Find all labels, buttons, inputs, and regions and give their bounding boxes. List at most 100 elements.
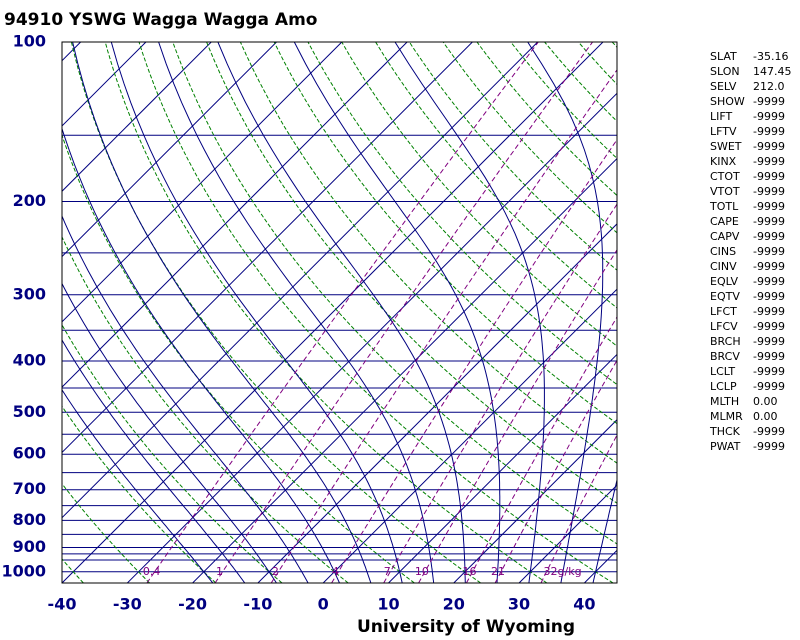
param-value: -9999 <box>753 230 785 243</box>
mixing-ratio-line <box>418 248 617 583</box>
moist-adiabat <box>217 42 466 583</box>
x-tick-label: 10 <box>377 595 399 614</box>
param-name: KINX <box>710 155 737 168</box>
mixing-ratio-label: 7 <box>384 565 391 578</box>
isotherm <box>62 42 604 583</box>
y-tick-label: 1000 <box>1 561 46 580</box>
y-tick-label: 600 <box>13 444 46 463</box>
isotherm <box>62 42 408 388</box>
y-tick-label: 100 <box>13 32 46 51</box>
moist-adiabat <box>62 339 246 583</box>
param-value: -9999 <box>753 140 785 153</box>
dry-adiabat <box>62 133 415 583</box>
param-value: -35.16 <box>753 50 788 63</box>
isotherm <box>388 353 617 583</box>
param-name: MLTH <box>710 395 739 408</box>
mixing-ratio-line <box>146 42 539 583</box>
param-value: -9999 <box>753 440 785 453</box>
dry-adiabat <box>273 42 617 425</box>
moist-adiabat <box>527 42 604 583</box>
param-value: -9999 <box>753 260 785 273</box>
param-value: -9999 <box>753 320 785 333</box>
x-tick-label: -30 <box>113 595 142 614</box>
mixing-ratio-label: 0.4 <box>143 565 161 578</box>
x-tick-label: 0 <box>318 595 329 614</box>
mixing-ratio-label: 10 <box>415 565 429 578</box>
isotherm <box>62 42 539 519</box>
param-name: LFCT <box>710 305 737 318</box>
param-value: -9999 <box>753 200 785 213</box>
param-value: 212.0 <box>753 80 785 93</box>
dry-adiabat <box>375 42 617 309</box>
moist-adiabat <box>592 477 617 583</box>
dry-adiabat <box>104 42 548 583</box>
param-name: SHOW <box>710 95 745 108</box>
param-value: -9999 <box>753 95 785 108</box>
dry-adiabat <box>62 482 150 583</box>
param-value: -9999 <box>753 110 785 123</box>
y-tick-label: 400 <box>13 350 46 369</box>
param-name: SLON <box>710 65 740 78</box>
param-name: VTOT <box>710 185 740 198</box>
isotherm <box>322 288 617 583</box>
param-value: -9999 <box>753 380 785 393</box>
param-name: THCK <box>709 425 741 438</box>
param-value: -9999 <box>753 125 785 138</box>
mixing-ratio-label: 16 <box>462 565 476 578</box>
param-value: -9999 <box>753 185 785 198</box>
y-tick-label: 900 <box>13 537 46 556</box>
x-tick-label: -40 <box>48 595 77 614</box>
moist-adiabat <box>158 42 435 583</box>
moist-adiabat <box>394 42 545 583</box>
param-name: CINS <box>710 245 736 258</box>
param-name: MLMR <box>710 410 743 423</box>
param-name: LFCV <box>710 320 738 333</box>
x-tick-label: 30 <box>508 595 530 614</box>
plot-area: 0.4 1 2 4 7 10 16 21 32g/kg <box>62 42 617 583</box>
mixing-ratio-label: 32g/kg <box>544 565 582 578</box>
isotherm <box>192 157 617 583</box>
param-value: -9999 <box>753 155 785 168</box>
mixing-ratio-line <box>331 138 617 583</box>
param-name: LIFT <box>710 110 733 123</box>
chart-title: 94910 YSWG Wagga Wagga Amo <box>4 10 317 30</box>
param-name: LCLP <box>710 380 737 393</box>
param-value: -9999 <box>753 245 785 258</box>
dry-adiabat <box>172 42 617 545</box>
param-name: SWET <box>710 140 742 153</box>
param-value: 147.45 <box>753 65 792 78</box>
dry-adiabat <box>408 42 617 271</box>
y-tick-label: 800 <box>13 510 46 529</box>
param-name: CINV <box>710 260 737 273</box>
moist-adiabat <box>72 42 372 583</box>
param-value: -9999 <box>753 215 785 228</box>
dry-adiabat <box>70 42 481 583</box>
param-value: 0.00 <box>753 410 778 423</box>
param-name: CAPV <box>710 230 740 243</box>
param-value: 0.00 <box>753 395 778 408</box>
isotherm <box>518 484 617 583</box>
param-value: -9999 <box>753 305 785 318</box>
y-tick-label: 700 <box>13 479 46 498</box>
param-value: -9999 <box>753 365 785 378</box>
plot-frame <box>61 41 618 584</box>
param-name: TOTL <box>709 200 739 213</box>
mixing-ratio-label: 2 <box>272 565 279 578</box>
isotherm <box>62 42 277 258</box>
param-name: PWAT <box>710 440 741 453</box>
moist-adiabat <box>62 127 340 583</box>
x-axis-label: University of Wyoming <box>357 617 575 637</box>
param-name: EQLV <box>710 275 739 288</box>
y-tick-label: 200 <box>13 191 46 210</box>
param-name: BRCH <box>710 335 741 348</box>
param-name: CAPE <box>710 215 739 228</box>
param-name: LCLT <box>710 365 735 378</box>
param-name: BRCV <box>710 350 740 363</box>
x-tick-label: -10 <box>243 595 272 614</box>
param-name: CTOT <box>710 170 740 183</box>
param-value: -9999 <box>753 170 785 183</box>
x-tick-label: 20 <box>443 595 465 614</box>
isotherm <box>62 42 343 323</box>
